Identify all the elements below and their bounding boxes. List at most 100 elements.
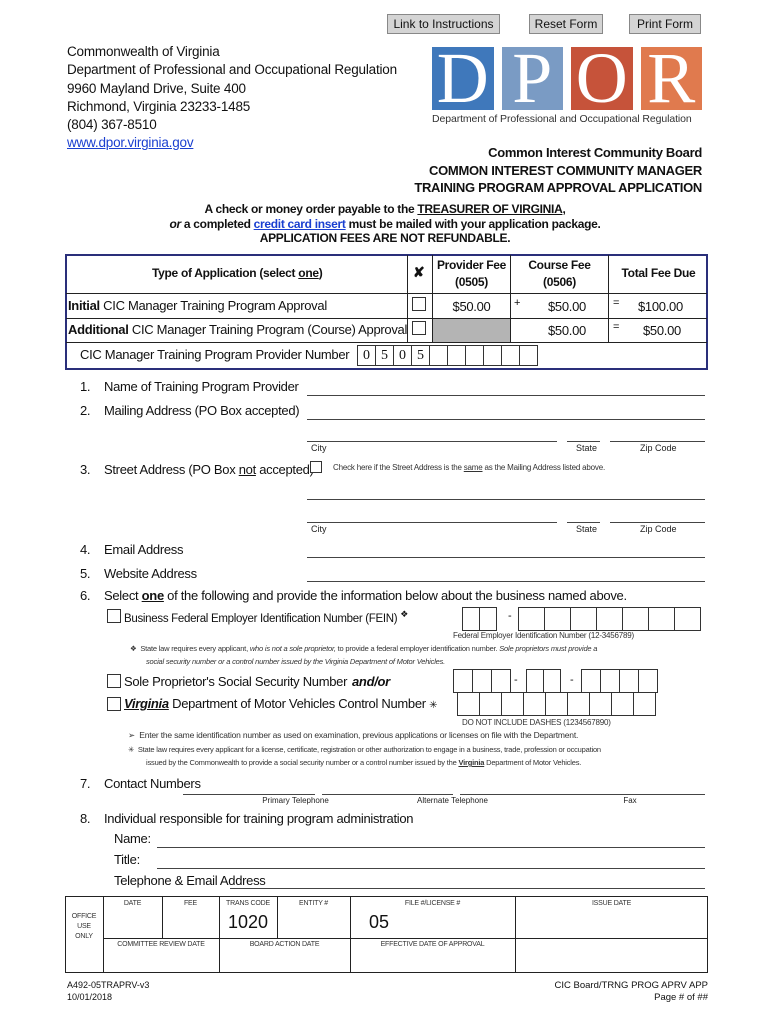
agency-line-4: Richmond, Virginia 23233-1485 — [67, 99, 251, 114]
provider-number-digit[interactable] — [447, 345, 466, 366]
ssn-digit[interactable] — [453, 669, 473, 693]
bullet-state-law-1: ✳ State law requires every applicant for… — [128, 745, 601, 754]
title-label: Title: — [114, 852, 140, 867]
provider-number-digit[interactable] — [501, 345, 520, 366]
ssn-digit[interactable] — [638, 669, 658, 693]
fein-digit[interactable] — [462, 607, 480, 631]
contact-numbers-label: Contact Numbers — [104, 776, 201, 791]
date-label: DATE — [123, 900, 142, 907]
provider-number-digit[interactable]: 0 — [393, 345, 412, 366]
form-title-1: COMMON INTEREST COMMUNITY MANAGER — [429, 163, 702, 178]
page-number: Page # of ## — [654, 992, 708, 1003]
name-field[interactable] — [157, 847, 705, 848]
fein-digit[interactable] — [544, 607, 571, 631]
ssn-digit[interactable] — [526, 669, 544, 693]
fein-digit[interactable] — [648, 607, 675, 631]
fax-field[interactable] — [460, 794, 705, 795]
email-field[interactable] — [307, 557, 705, 558]
dmv-checkbox[interactable] — [107, 697, 121, 711]
website-link[interactable]: www.dpor.virginia.gov — [67, 135, 194, 150]
no-dashes-caption: DO NOT INCLUDE DASHES (1234567890) — [462, 718, 611, 727]
street-address-field[interactable] — [307, 499, 705, 500]
fein-digit[interactable] — [479, 607, 497, 631]
primary-telephone-label: Primary Telephone — [262, 796, 329, 805]
credit-card-insert-link[interactable]: credit card insert — [253, 217, 346, 231]
dash: - — [508, 610, 512, 622]
form-title-2: TRAINING PROGRAM APPROVAL APPLICATION — [414, 180, 702, 195]
fax-label: Fax — [623, 796, 637, 805]
state-label: State — [576, 443, 598, 453]
fee-label: FEE — [183, 900, 197, 907]
file-license-label: FILE #/LICENSE # — [404, 900, 461, 907]
website-field[interactable] — [307, 581, 705, 582]
city-label: City — [311, 524, 327, 534]
row-additional-label: Additional CIC Manager Training Program … — [68, 322, 408, 337]
ssn-digit[interactable] — [491, 669, 511, 693]
street-zip-field[interactable] — [610, 522, 705, 523]
board-name: Common Interest Community Board — [488, 145, 702, 160]
provider-number-digit[interactable] — [465, 345, 484, 366]
provider-number-digit[interactable] — [429, 345, 448, 366]
provider-fee-disabled-cell — [433, 319, 510, 342]
dash: - — [514, 674, 518, 686]
zip-label: Zip Code — [640, 443, 677, 453]
logo-letter-p: P — [501, 47, 563, 110]
dmv-digit[interactable] — [611, 692, 634, 716]
provider-name-field[interactable] — [307, 395, 705, 396]
bullet-same-id: ➢ Enter the same identification number a… — [128, 730, 579, 740]
ssn-digit[interactable] — [619, 669, 639, 693]
state-label: State — [576, 524, 598, 534]
zip-label: Zip Code — [640, 524, 677, 534]
dmv-digit[interactable] — [479, 692, 502, 716]
fein-checkbox[interactable] — [107, 609, 121, 623]
additional-checkbox[interactable] — [412, 321, 426, 335]
provider-number-digit[interactable]: 5 — [375, 345, 394, 366]
mailing-city-field[interactable] — [307, 441, 557, 442]
ssn-digit[interactable] — [472, 669, 492, 693]
dmv-digit[interactable] — [589, 692, 612, 716]
ssn-digit[interactable] — [581, 669, 601, 693]
dmv-digit[interactable] — [457, 692, 480, 716]
additional-total-fee: $50.00 — [643, 323, 681, 338]
dmv-digit[interactable] — [545, 692, 568, 716]
alternate-telephone-field[interactable] — [322, 794, 453, 795]
initial-checkbox[interactable] — [412, 297, 426, 311]
provider-number-digit[interactable]: 5 — [411, 345, 430, 366]
fein-digit[interactable] — [622, 607, 649, 631]
fein-digit[interactable] — [570, 607, 597, 631]
responsible-individual-label: Individual responsible for training prog… — [104, 811, 414, 826]
credit-card-notice: or a completed credit card insert must b… — [169, 217, 601, 231]
dmv-digit[interactable] — [523, 692, 546, 716]
type-of-application-header: Type of Application (select one) — [152, 266, 323, 280]
dmv-digit[interactable] — [501, 692, 524, 716]
ssn-digit[interactable] — [543, 669, 561, 693]
mailing-zip-field[interactable] — [610, 441, 705, 442]
course-fee-code: (0506) — [543, 275, 576, 289]
mailing-address-field[interactable] — [307, 419, 705, 420]
entity-label: ENTITY # — [298, 900, 328, 907]
print-form-button[interactable]: Print Form — [629, 14, 701, 34]
dmv-digit[interactable] — [633, 692, 656, 716]
street-address-label: Street Address (PO Box accepted)not acce… — [104, 462, 314, 477]
link-to-instructions-button[interactable]: Link to Instructions — [387, 14, 500, 34]
telephone-email-field[interactable] — [230, 888, 705, 889]
ssn-checkbox[interactable] — [107, 674, 121, 688]
same-address-checkbox[interactable] — [310, 461, 322, 473]
provider-number-digit[interactable]: 0 — [357, 345, 376, 366]
provider-number-digit[interactable] — [483, 345, 502, 366]
provider-number-digit[interactable] — [519, 345, 538, 366]
primary-telephone-field[interactable] — [183, 794, 315, 795]
ssn-digit[interactable] — [600, 669, 620, 693]
fein-digit[interactable] — [518, 607, 545, 631]
dmv-digit[interactable] — [567, 692, 590, 716]
fein-digit[interactable] — [596, 607, 623, 631]
reset-form-button[interactable]: Reset Form — [529, 14, 603, 34]
title-field[interactable] — [157, 868, 705, 869]
office-use-only-label: OFFICE USE ONLY — [71, 913, 97, 940]
street-city-field[interactable] — [307, 522, 557, 523]
mailing-state-field[interactable] — [567, 441, 600, 442]
fein-label: Business Federal Employer Identification… — [124, 609, 409, 625]
street-state-field[interactable] — [567, 522, 600, 523]
select-one-instruction: Select one of the following and provide … — [104, 588, 627, 603]
fein-digit[interactable] — [674, 607, 701, 631]
